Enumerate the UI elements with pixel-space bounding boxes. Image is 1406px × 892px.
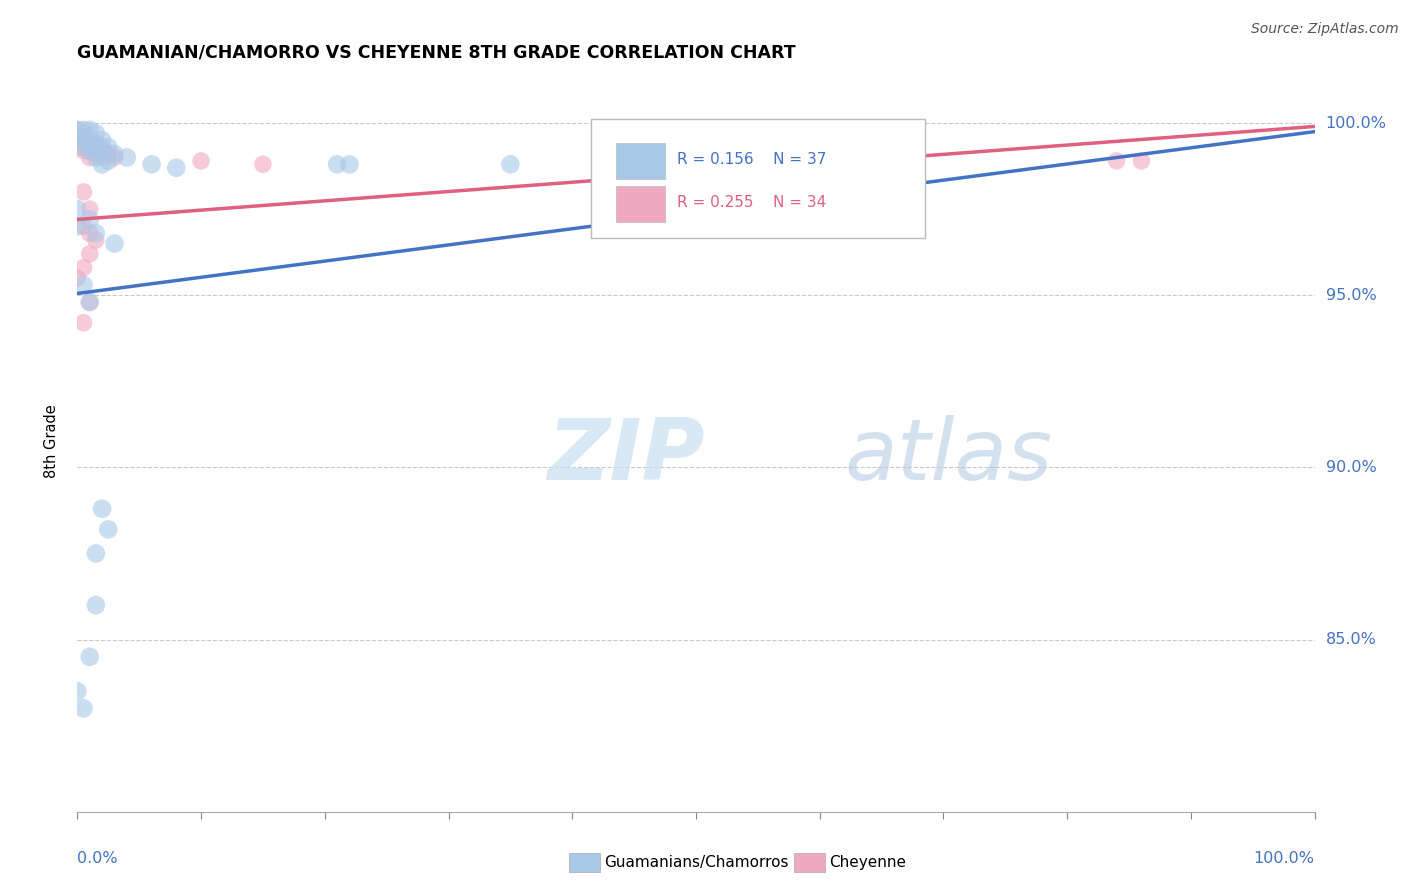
Point [97, 140, 120, 154]
Text: Guamanians/Chamorros: Guamanians/Chamorros [605, 855, 789, 870]
Point [84, 233, 107, 247]
Point [326, 157, 349, 171]
Point [91, 144, 114, 158]
Point [66, 123, 89, 137]
Point [772, 192, 794, 206]
FancyBboxPatch shape [616, 144, 665, 178]
Y-axis label: 8th Grade: 8th Grade [44, 405, 59, 478]
Point [72, 277, 94, 292]
Text: ZIP: ZIP [547, 415, 706, 498]
Text: R = 0.156    N = 37: R = 0.156 N = 37 [678, 152, 827, 167]
FancyBboxPatch shape [591, 120, 925, 238]
Point [747, 153, 769, 168]
Point [66, 140, 89, 154]
Point [91, 151, 114, 165]
Point [190, 153, 212, 168]
Point [72, 126, 94, 140]
Text: 95.0%: 95.0% [1326, 288, 1376, 302]
Point [66, 129, 89, 144]
Point [91, 501, 114, 516]
Text: Source: ZipAtlas.com: Source: ZipAtlas.com [1251, 22, 1399, 37]
Point [84, 226, 107, 240]
Point [79, 140, 101, 154]
Point [72, 140, 94, 154]
Text: 100.0%: 100.0% [1254, 851, 1315, 865]
Point [1130, 153, 1153, 168]
Point [79, 226, 101, 240]
Point [72, 133, 94, 147]
Text: 0.0%: 0.0% [77, 851, 118, 865]
Text: R = 0.255    N = 34: R = 0.255 N = 34 [678, 195, 827, 210]
Point [66, 129, 89, 144]
Point [339, 157, 361, 171]
Point [84, 136, 107, 151]
Point [66, 123, 89, 137]
Point [79, 295, 101, 310]
Point [72, 185, 94, 199]
Point [499, 157, 522, 171]
Point [79, 129, 101, 144]
Point [79, 295, 101, 310]
Point [72, 701, 94, 715]
Point [772, 153, 794, 168]
Point [72, 123, 94, 137]
Point [79, 144, 101, 158]
Point [79, 649, 101, 664]
Point [103, 147, 125, 161]
Point [79, 202, 101, 216]
Point [72, 316, 94, 330]
Point [685, 153, 707, 168]
Point [84, 546, 107, 560]
Point [97, 153, 120, 168]
Point [115, 151, 138, 165]
Point [91, 157, 114, 171]
Text: Cheyenne: Cheyenne [830, 855, 907, 870]
Point [759, 185, 782, 199]
Point [84, 151, 107, 165]
Point [84, 140, 107, 154]
Point [165, 161, 187, 175]
Point [97, 147, 120, 161]
Text: GUAMANIAN/CHAMORRO VS CHEYENNE 8TH GRADE CORRELATION CHART: GUAMANIAN/CHAMORRO VS CHEYENNE 8TH GRADE… [77, 44, 796, 62]
Point [66, 202, 89, 216]
FancyBboxPatch shape [616, 186, 665, 221]
Point [79, 212, 101, 227]
Point [84, 147, 107, 161]
Point [97, 522, 120, 536]
Point [734, 178, 756, 192]
Point [72, 219, 94, 234]
Point [103, 236, 125, 251]
Point [72, 129, 94, 144]
Point [66, 271, 89, 285]
Point [252, 157, 274, 171]
Point [72, 260, 94, 275]
Text: atlas: atlas [845, 415, 1053, 498]
Point [1105, 153, 1128, 168]
Point [91, 133, 114, 147]
Point [141, 157, 163, 171]
Point [79, 123, 101, 137]
Text: 85.0%: 85.0% [1326, 632, 1376, 647]
Text: 90.0%: 90.0% [1326, 460, 1376, 475]
Point [84, 598, 107, 612]
Point [79, 136, 101, 151]
Point [66, 684, 89, 698]
Point [84, 126, 107, 140]
Point [79, 247, 101, 261]
Point [79, 151, 101, 165]
Point [72, 144, 94, 158]
Point [66, 219, 89, 234]
Point [91, 140, 114, 154]
Point [103, 151, 125, 165]
Text: 100.0%: 100.0% [1326, 115, 1386, 130]
